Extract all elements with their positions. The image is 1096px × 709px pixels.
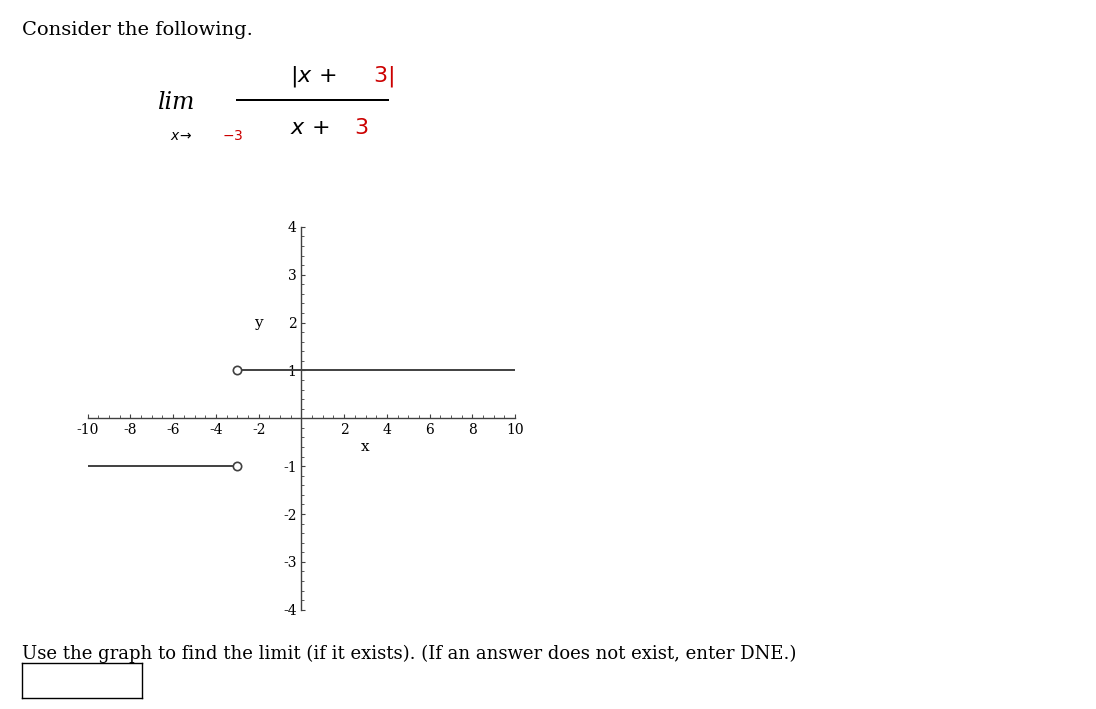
Text: Use the graph to find the limit (if it exists). (If an answer does not exist, en: Use the graph to find the limit (if it e… — [22, 645, 797, 664]
Text: lim: lim — [157, 91, 194, 114]
Text: x: x — [362, 440, 369, 454]
Text: $x\!\rightarrow\!$: $x\!\rightarrow\!$ — [170, 129, 192, 143]
Text: $3$: $3$ — [354, 116, 368, 139]
Text: $|x\,+\,$: $|x\,+\,$ — [290, 64, 338, 89]
Text: y: y — [254, 316, 263, 330]
Text: $x\,+\,$: $x\,+\,$ — [290, 116, 330, 139]
Text: $-3$: $-3$ — [222, 129, 243, 143]
Text: $3|$: $3|$ — [373, 64, 393, 89]
Text: Consider the following.: Consider the following. — [22, 21, 253, 39]
